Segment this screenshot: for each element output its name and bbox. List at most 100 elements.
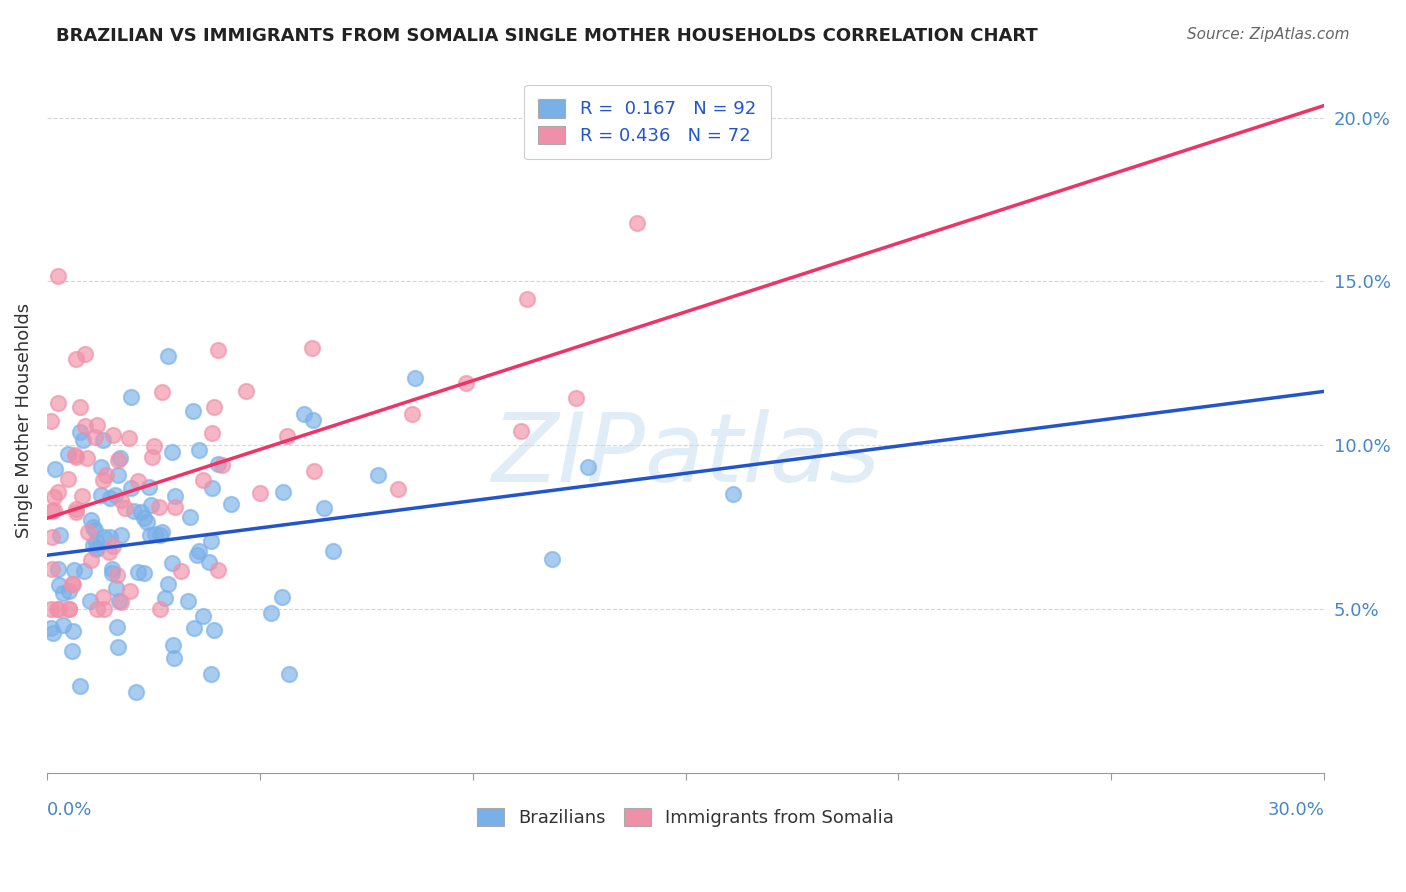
Point [104,581,127,595]
Point [108,451,131,466]
Point [188,442,211,457]
Point [77,525,100,540]
Point [132,566,155,580]
Point [80,553,103,567]
Point [143,439,166,453]
Point [105,619,128,633]
Point [177,593,200,607]
Point [322,544,344,558]
Point [129,505,152,519]
Point [163,500,186,514]
Point [79,593,101,607]
Point [60,644,83,658]
Point [41,530,63,544]
Point [312,500,335,515]
Point [83,429,105,443]
Point [576,459,599,474]
Point [626,216,648,230]
Point [302,464,325,478]
Point [86,602,108,616]
Point [86,417,108,432]
Point [83,524,105,538]
Point [98,491,121,506]
Point [60,577,83,591]
Text: ZIPatlas: ZIPatlas [491,409,880,502]
Point [69,400,91,414]
Point [46,269,69,284]
Point [150,384,173,399]
Point [249,485,271,500]
Point [44,503,66,517]
Point [48,528,70,542]
Point [80,513,103,527]
Point [202,624,225,638]
Point [156,349,179,363]
Point [82,520,104,534]
Point [132,511,155,525]
Point [63,563,86,577]
Point [160,556,183,570]
Point [201,426,224,441]
Point [404,371,426,385]
Point [52,586,75,600]
Point [41,626,63,640]
Point [165,489,187,503]
Point [516,293,538,307]
Point [76,451,98,466]
Point [56,447,79,461]
Point [69,425,91,439]
Point [89,488,111,502]
Point [41,504,63,518]
Legend: Brazilians, Immigrants from Somalia: Brazilians, Immigrants from Somalia [470,800,901,834]
Point [181,404,204,418]
Point [207,343,229,358]
Point [63,448,86,462]
Point [114,500,136,515]
Point [162,638,184,652]
Point [73,347,96,361]
Point [277,667,299,681]
Point [70,489,93,503]
Point [198,555,221,569]
Point [46,602,69,616]
Point [202,400,225,414]
Point [122,503,145,517]
Point [191,473,214,487]
Text: 0.0%: 0.0% [46,801,93,819]
Point [58,602,80,616]
Point [145,527,167,541]
Point [110,528,132,542]
Text: BRAZILIAN VS IMMIGRANTS FROM SOMALIA SINGLE MOTHER HOUSEHOLDS CORRELATION CHART: BRAZILIAN VS IMMIGRANTS FROM SOMALIA SIN… [56,27,1038,45]
Point [157,577,180,591]
Point [46,396,69,410]
Point [211,458,233,472]
Point [65,450,87,464]
Point [107,640,129,654]
Point [219,497,242,511]
Point [58,602,80,616]
Point [150,524,173,539]
Text: 30.0%: 30.0% [1267,801,1324,819]
Point [179,510,201,524]
Point [200,481,222,495]
Point [93,602,115,616]
Point [93,530,115,544]
Point [44,490,66,504]
Point [200,667,222,681]
Point [90,459,112,474]
Point [62,577,84,591]
Point [187,543,209,558]
Point [39,621,62,635]
Point [271,590,294,604]
Point [136,515,159,529]
Point [91,591,114,605]
Point [235,384,257,398]
Point [207,563,229,577]
Point [456,376,478,390]
Point [120,481,142,495]
Point [301,341,323,355]
Point [44,462,66,476]
Point [73,564,96,578]
Point [170,565,193,579]
Point [367,468,389,483]
